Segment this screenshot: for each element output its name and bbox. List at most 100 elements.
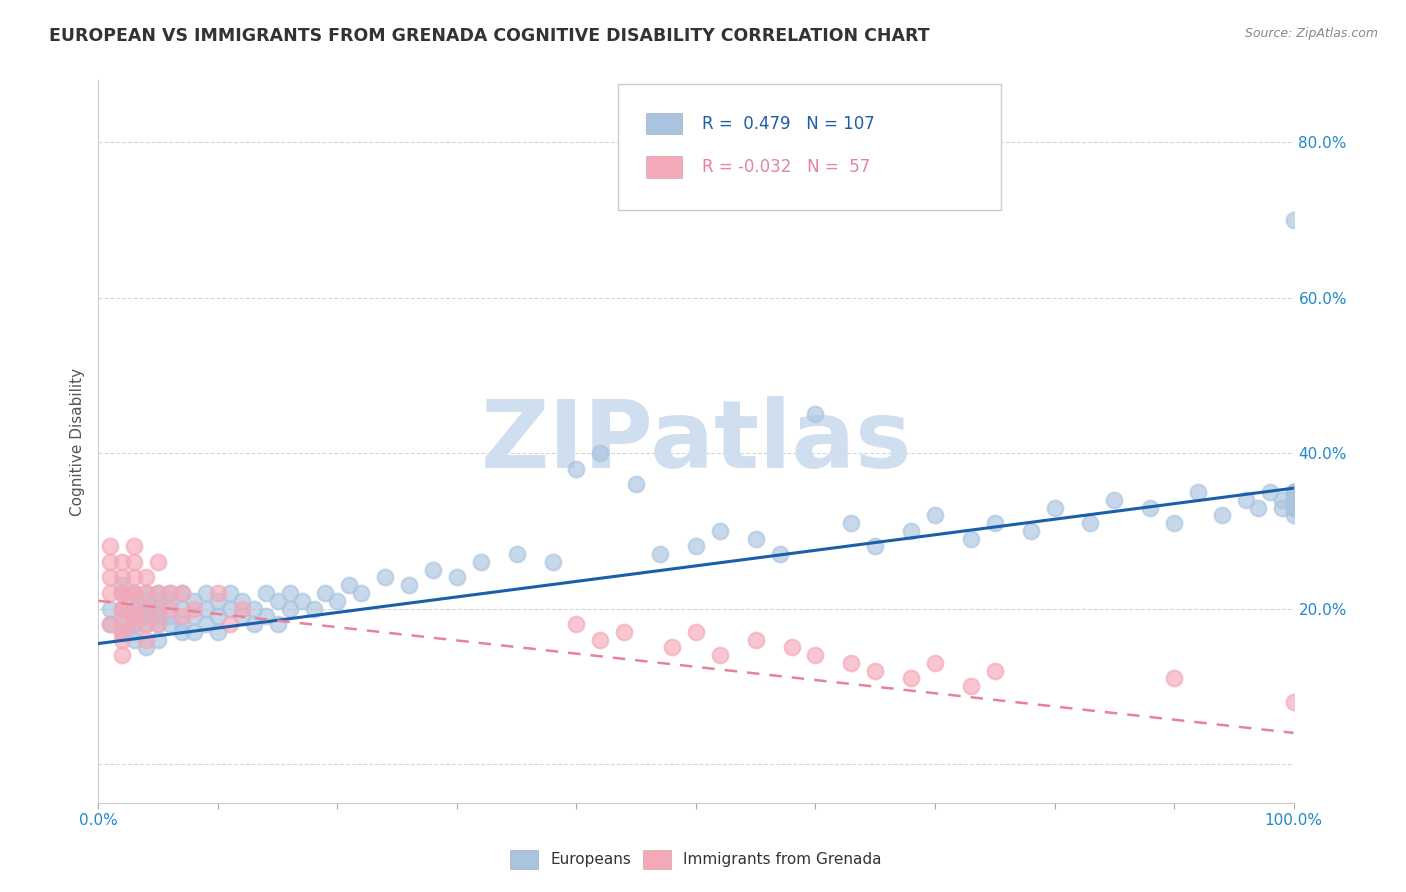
Point [98, 540, 122, 554]
Point [350, 586, 373, 600]
Point [98, 601, 122, 615]
Point [124, 586, 146, 600]
Point [1282, 213, 1305, 227]
Point [1282, 492, 1305, 507]
Point [172, 601, 194, 615]
Point [709, 524, 731, 538]
Point [124, 594, 146, 608]
Point [1282, 500, 1305, 515]
Text: EUROPEAN VS IMMIGRANTS FROM GRENADA COGNITIVE DISABILITY CORRELATION CHART: EUROPEAN VS IMMIGRANTS FROM GRENADA COGN… [49, 27, 929, 45]
Point [124, 624, 146, 639]
Point [768, 547, 790, 561]
Point [124, 601, 146, 615]
Point [804, 408, 827, 422]
Point [278, 586, 301, 600]
Point [148, 632, 170, 647]
Point [709, 648, 731, 663]
Point [446, 570, 468, 584]
Point [254, 586, 277, 600]
Point [159, 617, 181, 632]
Point [302, 601, 325, 615]
Point [219, 601, 242, 615]
Point [231, 601, 253, 615]
Point [111, 617, 134, 632]
Point [278, 601, 301, 615]
Point [135, 617, 157, 632]
Point [745, 632, 768, 647]
Point [243, 601, 266, 615]
Point [207, 594, 229, 608]
Point [111, 624, 134, 639]
Bar [645, 156, 682, 178]
Point [865, 540, 887, 554]
Point [98, 555, 122, 569]
Point [1282, 492, 1305, 507]
Point [648, 547, 672, 561]
FancyBboxPatch shape [619, 84, 1001, 211]
Point [135, 586, 157, 600]
Point [111, 601, 134, 615]
Point [111, 586, 134, 600]
Point [148, 555, 170, 569]
Point [1211, 508, 1233, 523]
Point [135, 601, 157, 615]
Point [1282, 695, 1305, 709]
Point [1139, 500, 1161, 515]
Point [1282, 500, 1305, 515]
Point [865, 664, 887, 678]
Point [243, 617, 266, 632]
Point [804, 648, 827, 663]
Point [148, 601, 170, 615]
Point [1080, 516, 1102, 530]
Point [98, 570, 122, 584]
Point [267, 594, 290, 608]
Point [1282, 485, 1305, 500]
Legend: Europeans, Immigrants from Grenada: Europeans, Immigrants from Grenada [505, 844, 887, 875]
Point [124, 601, 146, 615]
Point [159, 594, 181, 608]
Point [565, 617, 588, 632]
Point [183, 601, 205, 615]
Point [900, 524, 922, 538]
Point [159, 601, 181, 615]
Point [924, 656, 946, 670]
Point [172, 586, 194, 600]
Point [124, 617, 146, 632]
Point [172, 624, 194, 639]
Point [98, 586, 122, 600]
Point [339, 578, 361, 592]
Point [470, 555, 492, 569]
Point [135, 586, 157, 600]
Point [135, 640, 157, 655]
Point [315, 586, 337, 600]
Point [422, 563, 444, 577]
Point [207, 624, 229, 639]
Point [745, 532, 768, 546]
Point [111, 601, 134, 615]
Point [780, 640, 803, 655]
Point [124, 555, 146, 569]
Point [148, 617, 170, 632]
Point [195, 601, 218, 615]
Point [124, 570, 146, 584]
Point [111, 570, 134, 584]
Point [1234, 492, 1257, 507]
Point [172, 617, 194, 632]
Point [589, 632, 612, 647]
Point [148, 601, 170, 615]
Point [661, 640, 683, 655]
Point [195, 586, 218, 600]
Point [685, 540, 707, 554]
Point [326, 594, 349, 608]
Point [172, 609, 194, 624]
Point [148, 594, 170, 608]
Point [984, 516, 1007, 530]
Point [565, 461, 588, 475]
Point [254, 609, 277, 624]
Point [148, 586, 170, 600]
Point [291, 594, 314, 608]
Point [148, 609, 170, 624]
Point [1247, 500, 1270, 515]
Point [1019, 524, 1042, 538]
Point [231, 609, 253, 624]
